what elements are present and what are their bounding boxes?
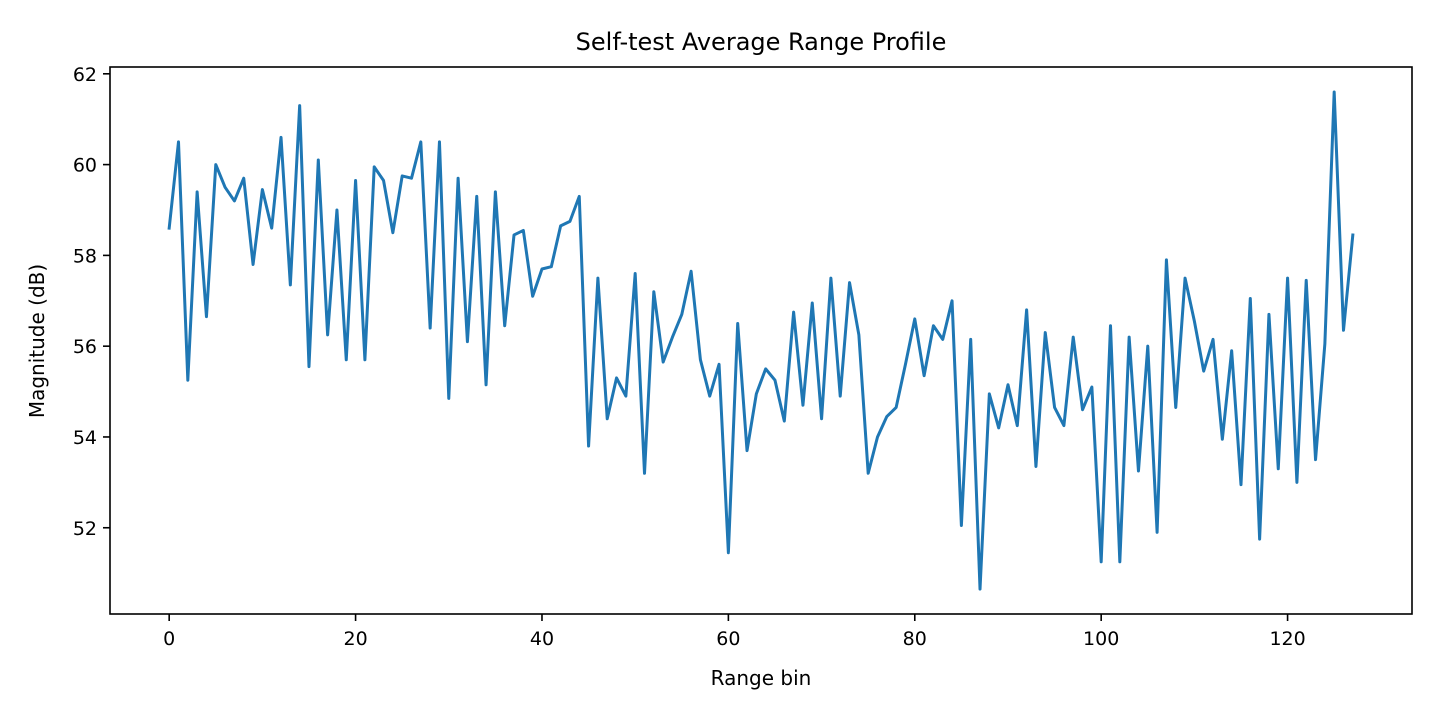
x-axis-label: Range bin: [711, 666, 812, 690]
y-axis-label: Magnitude (dB): [25, 264, 49, 418]
y-tick-label: 62: [73, 64, 97, 86]
x-axis: 0 20 40 60 80 100 120: [163, 614, 1306, 650]
chart-title: Self-test Average Range Profile: [576, 28, 947, 56]
x-tick-label: 20: [343, 628, 367, 650]
plot-area: [109, 66, 1413, 615]
y-tick-label: 58: [73, 245, 97, 267]
y-tick-label: 54: [73, 427, 97, 449]
x-tick-label: 40: [530, 628, 554, 650]
y-axis: 52 54 56 58 60 62: [73, 64, 110, 540]
series-line-0: [167, 90, 1355, 591]
x-tick-label: 60: [716, 628, 740, 650]
y-tick-label: 60: [73, 155, 97, 177]
x-tick-label: 80: [903, 628, 927, 650]
x-tick-label: 0: [163, 628, 175, 650]
x-tick-label: 120: [1269, 628, 1305, 650]
y-tick-label: 56: [73, 336, 97, 358]
y-tick-label: 52: [73, 518, 97, 540]
axes-frame: [109, 66, 1413, 615]
x-tick-label: 100: [1083, 628, 1119, 650]
